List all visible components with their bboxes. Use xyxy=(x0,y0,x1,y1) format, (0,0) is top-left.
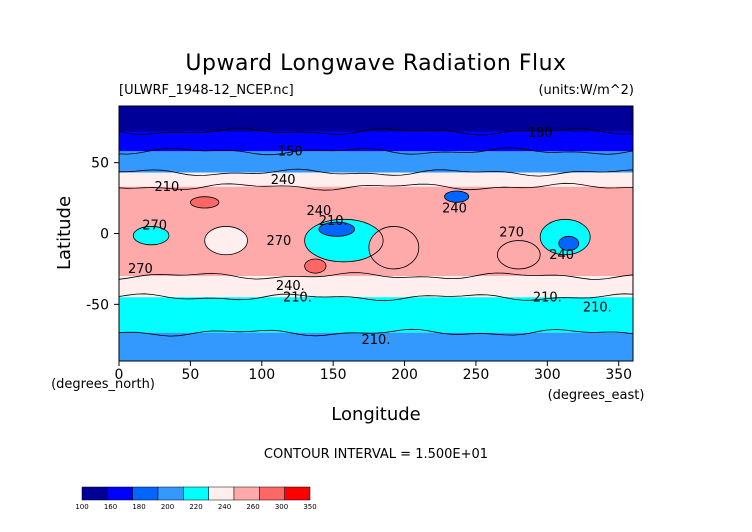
x-tick-label: 250 xyxy=(463,367,490,383)
contour-ring-6 xyxy=(189,196,220,209)
colorbar-swatch xyxy=(183,486,209,501)
x-axis-ticks: 0 50 100 150 200 250 300 350 xyxy=(115,361,632,383)
source-file-label: [ULWRF_1948-12_NCEP.nc] xyxy=(119,83,294,98)
contour-line-1 xyxy=(118,147,634,156)
x-axis-label: Longitude xyxy=(331,404,421,425)
x-tick-label: 200 xyxy=(391,367,418,383)
y-axis-label: Latitude xyxy=(54,196,75,270)
contour-ring-4 xyxy=(444,190,470,203)
latitude-band-2 xyxy=(119,151,633,173)
latitude-band-0 xyxy=(119,106,633,132)
x-tick-label: 0 xyxy=(115,367,124,383)
contour-value-label: 150 xyxy=(278,145,303,160)
contour-interval-label: CONTOUR INTERVAL = 1.500E+01 xyxy=(264,447,488,462)
contour-value-label: 240 xyxy=(442,201,467,216)
contour-ring-10 xyxy=(204,226,248,256)
contour-ring-1 xyxy=(539,218,591,256)
contour-lines xyxy=(118,127,634,337)
colorbar-swatch xyxy=(259,486,285,501)
filled-contours xyxy=(119,106,633,361)
x-tick-label: 50 xyxy=(181,367,199,383)
contour-value-label: 180 xyxy=(528,126,553,141)
x-tick-label: 150 xyxy=(320,367,347,383)
colorbar-swatch xyxy=(233,486,260,501)
colorbar-label: 350 xyxy=(303,503,316,511)
contour-line-0 xyxy=(118,127,634,136)
contour-value-label: 270 xyxy=(142,218,167,233)
contour-line-4 xyxy=(118,272,634,280)
contour-value-label: 240. xyxy=(276,279,305,294)
contour-value-label: 210. xyxy=(583,300,612,315)
anomaly-region-4 xyxy=(444,191,469,203)
colorbar-label: 220 xyxy=(189,503,202,511)
colorbar-label: 200 xyxy=(161,503,174,511)
contour-value-label: 270 xyxy=(499,225,524,240)
y-tick-label: 0 xyxy=(100,227,109,243)
contour-ring-0 xyxy=(304,218,384,263)
y-unit-label: (degrees_north) xyxy=(51,377,155,392)
latitude-band-6 xyxy=(119,297,633,333)
colorbar-label: 180 xyxy=(132,503,145,511)
contour-ring-3 xyxy=(318,221,355,237)
latitude-band-1 xyxy=(119,131,633,152)
contour-line-3 xyxy=(118,182,634,191)
colorbar-swatch xyxy=(107,486,133,501)
anomaly-region-10 xyxy=(204,226,248,255)
contour-value-label: 240 xyxy=(306,204,331,219)
y-tick-label: -50 xyxy=(86,297,109,313)
latitude-band-5 xyxy=(119,276,633,298)
chart-title: Upward Longwave Radiation Flux xyxy=(185,51,566,76)
anomaly-region-5 xyxy=(558,236,579,251)
x-tick-label: 350 xyxy=(605,367,632,383)
y-axis-ticks: 50 0 -50 xyxy=(86,156,119,313)
contour-ring-7 xyxy=(304,258,327,274)
colorbar: 100 160 180 200 220 240 260 300 350 xyxy=(75,486,317,511)
x-tick-label: 100 xyxy=(248,367,275,383)
anomaly-region-3 xyxy=(318,222,355,237)
colorbar-swatch xyxy=(157,486,184,501)
anomaly-region-6 xyxy=(190,196,219,208)
contour-value-label: 210. xyxy=(533,291,562,306)
contour-ring-2 xyxy=(132,226,170,246)
x-unit-label: (degrees_east) xyxy=(548,388,645,403)
contour-value-label: 240 xyxy=(271,173,296,188)
anomaly-region-7 xyxy=(304,259,327,274)
contour-ring-8 xyxy=(368,226,420,270)
contour-value-label: 270 xyxy=(266,234,291,249)
contour-value-label: 210. xyxy=(154,180,183,195)
colorbar-swatch xyxy=(284,486,311,501)
contour-value-label: 270 xyxy=(128,262,153,277)
colorbar-label: 160 xyxy=(104,503,117,511)
anomaly-region-2 xyxy=(133,226,169,245)
colorbar-swatch xyxy=(208,486,235,501)
y-tick-label: 50 xyxy=(91,156,109,172)
contour-value-label: 210. xyxy=(362,333,391,348)
contour-value-label: 210. xyxy=(319,214,348,229)
contour-ring-5 xyxy=(558,235,580,251)
colorbar-label: 100 xyxy=(75,503,88,511)
colorbar-label: 300 xyxy=(275,503,288,511)
contour-value-label: 240 xyxy=(549,248,574,263)
colorbar-swatch xyxy=(132,486,159,501)
latitude-band-7 xyxy=(119,332,633,361)
contour-line-2 xyxy=(118,168,634,177)
colorbar-label: 260 xyxy=(246,503,259,511)
colorbar-label: 240 xyxy=(218,503,231,511)
colorbar-swatch xyxy=(81,486,108,501)
anomaly-region-8 xyxy=(368,226,419,269)
contour-ring-9 xyxy=(496,240,541,270)
contour-value-label: 210. xyxy=(283,291,312,306)
anomaly-region-9 xyxy=(497,240,541,269)
latitude-band-3 xyxy=(119,172,633,187)
contour-line-5 xyxy=(118,293,634,302)
contour-line-6 xyxy=(118,328,634,337)
x-tick-label: 300 xyxy=(534,367,561,383)
units-label: (units:W/m^2) xyxy=(538,83,634,98)
